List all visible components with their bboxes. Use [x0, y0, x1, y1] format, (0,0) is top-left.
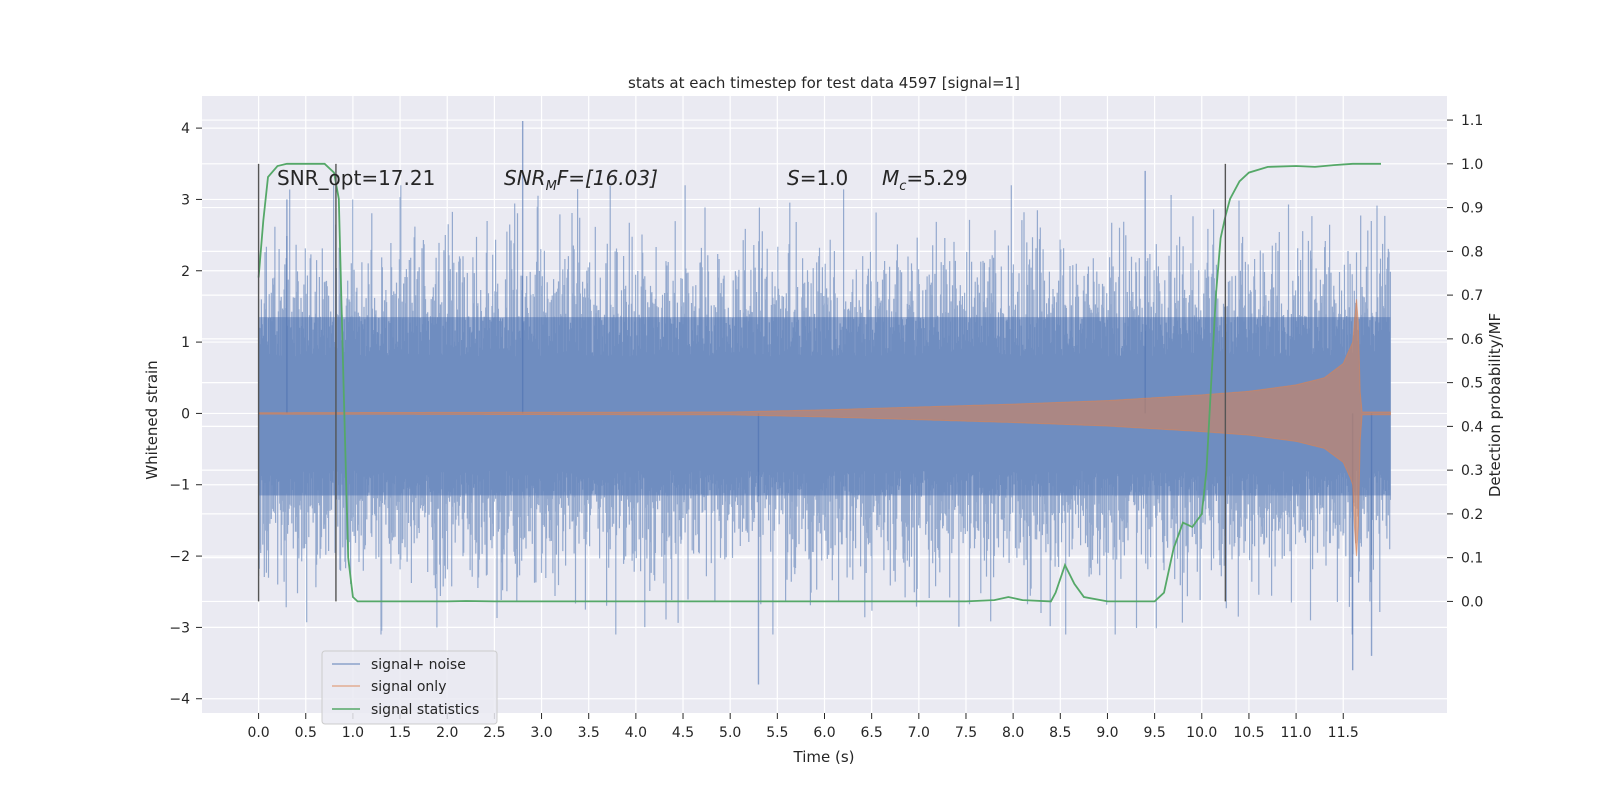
y-right-tick-label: 1.1	[1461, 113, 1483, 129]
x-tick-label: 0.0	[247, 725, 269, 741]
y-tick-label: 2	[181, 264, 190, 280]
annotations: SNR_opt=17.21 SNRMF=[16.03] S=1.0 Mc=5.2…	[277, 166, 968, 194]
x-tick-label: 8.5	[1049, 725, 1071, 741]
x-tick-label: 4.0	[625, 725, 647, 741]
legend-label-signal-noise: signal+ noise	[371, 657, 466, 673]
axis-ticks: 0.0 0.5 1.0 1.5 2.0 2.5 3.0 3.5 4.0 4.5 5.0 5.5 6.0 6…	[169, 113, 1483, 741]
annotation-mc-subscript: c	[899, 179, 906, 194]
x-tick-label: 2.5	[483, 725, 505, 741]
annotation-snr-mf-f: F=[16.03]	[557, 166, 658, 190]
vertical-markers	[257, 163, 1227, 602]
series-signal-only	[258, 299, 1391, 557]
plot-area	[257, 120, 1391, 685]
y-axis-label: Whitened strain	[143, 360, 161, 479]
legend-label-signal-statistics: signal statistics	[371, 702, 479, 718]
x-tick-label: 11.5	[1328, 725, 1359, 741]
x-tick-label: 11.0	[1281, 725, 1312, 741]
y-tick-label: −3	[169, 620, 190, 636]
y-right-tick-label: 0.3	[1461, 463, 1483, 479]
y-tick-label: 3	[181, 192, 190, 208]
x-tick-label: 1.5	[389, 725, 411, 741]
x-tick-label: 3.0	[530, 725, 552, 741]
y-tick-label: −1	[169, 478, 190, 494]
y-tick-label: −4	[169, 692, 190, 708]
annotation-mc: Mc=5.29	[882, 166, 968, 194]
x-tick-label: 9.0	[1096, 725, 1118, 741]
x-tick-label: 3.5	[578, 725, 600, 741]
x-tick-label: 9.5	[1143, 725, 1165, 741]
annotation-mc-value: =5.29	[906, 166, 967, 190]
y-right-tick-label: 0.7	[1461, 288, 1483, 304]
x-axis-label: Time (s)	[793, 748, 855, 766]
annotation-s-value: =1.0	[800, 166, 849, 190]
y-right-tick-label: 0.6	[1461, 332, 1483, 348]
x-tick-label: 5.0	[719, 725, 741, 741]
y-right-tick-label: 0.2	[1461, 507, 1483, 523]
x-tick-label: 5.5	[766, 725, 788, 741]
y-right-tick-label: 0.0	[1461, 594, 1483, 610]
annotation-mc-symbol: M	[882, 166, 899, 190]
x-tick-label: 1.0	[342, 725, 364, 741]
annotation-s-symbol: S	[787, 166, 800, 190]
y-right-tick-label: 0.5	[1461, 376, 1483, 392]
annotation-snr-mf-symbol: SNR	[504, 166, 546, 190]
y-right-tick-label: 1.0	[1461, 157, 1483, 173]
annotation-snr-opt: SNR_opt=17.21	[277, 166, 435, 190]
y-right-tick-label: 0.9	[1461, 201, 1483, 217]
legend-box	[321, 650, 498, 725]
y-tick-label: −2	[169, 549, 190, 565]
x-tick-label: 0.5	[295, 725, 317, 741]
annotation-snr-mf: SNRMF=[16.03]	[504, 166, 658, 194]
y-tick-label: 4	[181, 121, 190, 137]
legend-label-signal-only: signal only	[371, 679, 446, 695]
series-signal-statistics	[257, 162, 1381, 603]
x-tick-label: 10.5	[1233, 725, 1264, 741]
chart-title: stats at each timestep for test data 459…	[628, 74, 1020, 92]
x-tick-label: 8.0	[1002, 725, 1024, 741]
y-right-tick-label: 0.4	[1461, 419, 1483, 435]
x-tick-label: 7.5	[955, 725, 977, 741]
y-right-tick-label: 0.8	[1461, 244, 1483, 260]
annotation-s: S=1.0	[787, 166, 848, 190]
annotation-snr-mf-subscript: M	[546, 179, 557, 194]
y-tick-label: 0	[181, 406, 190, 422]
y-tick-label: 1	[181, 335, 190, 351]
legend: signal+ noise signal only signal statist…	[321, 650, 498, 725]
x-tick-label: 10.0	[1186, 725, 1217, 741]
x-tick-label: 7.0	[908, 725, 930, 741]
y-axis-right-label: Detection probability/MF	[1486, 313, 1504, 497]
x-tick-label: 6.5	[861, 725, 883, 741]
y-right-tick-label: 0.1	[1461, 551, 1483, 567]
x-tick-label: 6.0	[813, 725, 835, 741]
x-tick-label: 2.0	[436, 725, 458, 741]
x-tick-label: 4.5	[672, 725, 694, 741]
